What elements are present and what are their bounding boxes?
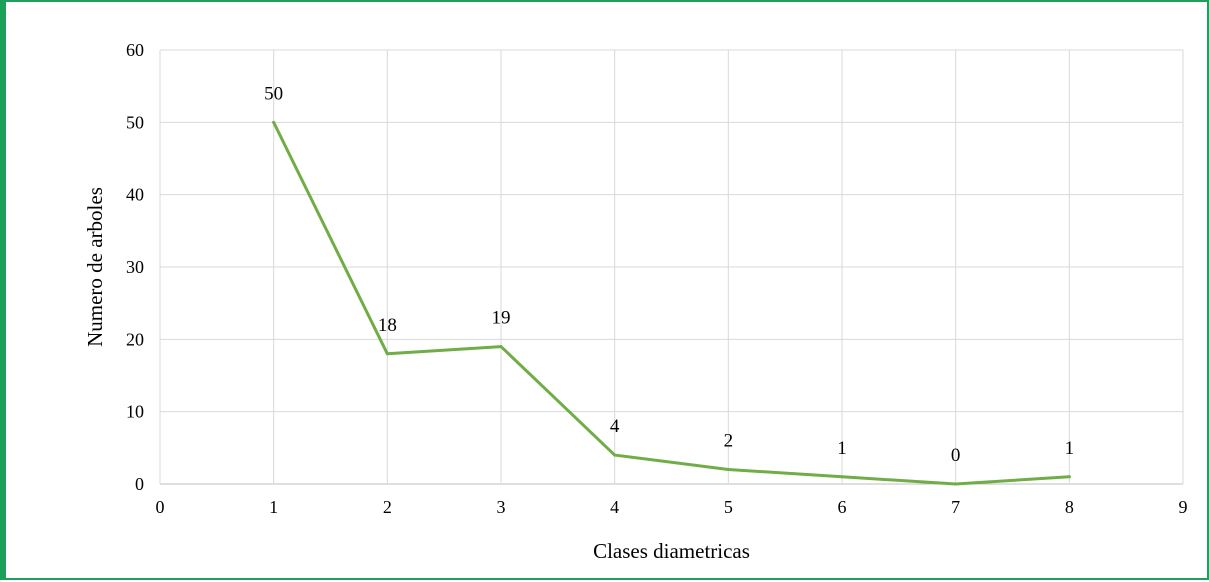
x-tick-label: 8 bbox=[1065, 497, 1074, 517]
data-point bbox=[954, 482, 958, 486]
data-point bbox=[385, 352, 389, 356]
data-label: 50 bbox=[264, 83, 283, 104]
series-layer bbox=[272, 120, 1071, 486]
x-tick-label: 7 bbox=[951, 497, 960, 517]
y-tick-label: 30 bbox=[126, 257, 144, 277]
data-point bbox=[613, 453, 617, 457]
x-tick-label: 6 bbox=[838, 497, 847, 517]
y-axis-ticks: 0 10 20 30 40 50 60 bbox=[126, 40, 144, 494]
y-tick-label: 20 bbox=[126, 329, 144, 349]
data-point bbox=[272, 120, 276, 124]
x-tick-label: 5 bbox=[724, 497, 733, 517]
y-tick-label: 10 bbox=[126, 402, 144, 422]
y-tick-label: 40 bbox=[126, 185, 144, 205]
x-axis-title: Clases diametricas bbox=[593, 539, 750, 563]
x-tick-label: 3 bbox=[497, 497, 506, 517]
data-label: 19 bbox=[492, 308, 511, 329]
x-tick-label: 9 bbox=[1179, 497, 1188, 517]
y-tick-label: 50 bbox=[126, 112, 144, 132]
x-tick-label: 0 bbox=[156, 497, 165, 517]
y-tick-label: 60 bbox=[126, 40, 144, 60]
data-label: 4 bbox=[610, 416, 620, 437]
x-tick-label: 2 bbox=[383, 497, 392, 517]
y-axis-title: Numero de arboles bbox=[83, 187, 107, 347]
data-point bbox=[840, 475, 844, 479]
data-label: 18 bbox=[378, 315, 397, 336]
x-tick-label: 1 bbox=[269, 497, 278, 517]
data-label: 2 bbox=[724, 431, 734, 452]
data-label: 1 bbox=[1065, 438, 1075, 459]
gridlines bbox=[159, 49, 1184, 485]
x-axis-ticks: 0 1 2 3 4 5 6 7 8 9 bbox=[156, 497, 1188, 517]
x-tick-label: 4 bbox=[610, 497, 619, 517]
data-point bbox=[499, 345, 503, 349]
y-tick-label: 0 bbox=[135, 474, 144, 494]
data-labels: 50 18 19 4 2 1 0 1 bbox=[264, 83, 1074, 466]
series-line bbox=[272, 120, 1071, 486]
data-point bbox=[726, 468, 730, 472]
data-point bbox=[1067, 475, 1071, 479]
data-label: 1 bbox=[837, 438, 847, 459]
data-label: 0 bbox=[951, 445, 961, 466]
